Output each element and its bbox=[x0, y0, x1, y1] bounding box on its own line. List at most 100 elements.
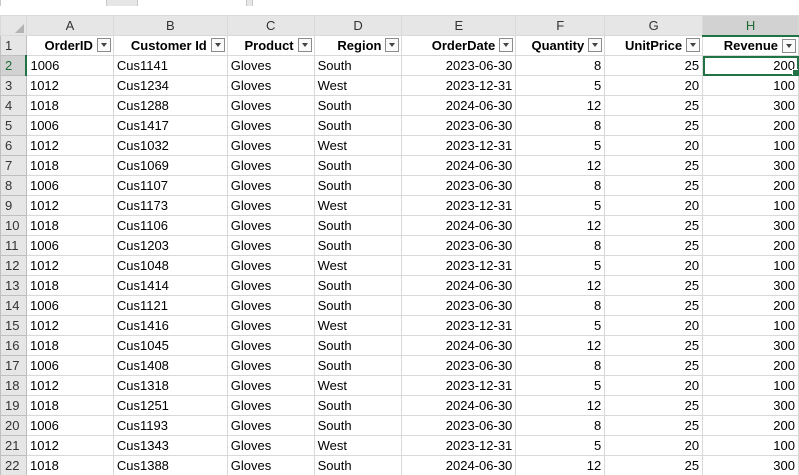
cell-a8[interactable]: 1006 bbox=[25, 175, 114, 196]
cell-b11[interactable]: Cus1203 bbox=[112, 235, 228, 256]
cell-b7[interactable]: Cus1069 bbox=[112, 155, 228, 176]
cell-g10[interactable]: 25 bbox=[604, 215, 704, 236]
cell-g12[interactable]: 20 bbox=[604, 255, 704, 276]
formula-input[interactable] bbox=[252, 0, 799, 6]
cell-e16[interactable]: 2024-06-30 bbox=[401, 335, 517, 356]
cell-f4[interactable]: 12 bbox=[515, 95, 606, 116]
cell-d22[interactable]: South bbox=[313, 455, 403, 475]
cell-e8[interactable]: 2023-06-30 bbox=[401, 175, 517, 196]
row-header[interactable]: 10 bbox=[0, 215, 27, 236]
cell-g18[interactable]: 20 bbox=[604, 375, 704, 396]
cell-b12[interactable]: Cus1048 bbox=[112, 255, 228, 276]
cell-e10[interactable]: 2024-06-30 bbox=[401, 215, 517, 236]
cell-c11[interactable]: Gloves bbox=[226, 235, 315, 256]
cell-b21[interactable]: Cus1343 bbox=[112, 435, 228, 456]
cell-g19[interactable]: 25 bbox=[604, 395, 704, 416]
cell-d20[interactable]: South bbox=[313, 415, 403, 436]
cell-c20[interactable]: Gloves bbox=[226, 415, 315, 436]
cell-b3[interactable]: Cus1234 bbox=[112, 75, 228, 96]
cell-a11[interactable]: 1006 bbox=[25, 235, 114, 256]
cell-e7[interactable]: 2024-06-30 bbox=[401, 155, 517, 176]
cell-h19[interactable]: 300 bbox=[702, 395, 799, 416]
cell-d19[interactable]: South bbox=[313, 395, 403, 416]
cell-a22[interactable]: 1018 bbox=[25, 455, 114, 475]
filter-dropdown-icon[interactable] bbox=[588, 38, 603, 52]
cell-b19[interactable]: Cus1251 bbox=[112, 395, 228, 416]
cell-f12[interactable]: 5 bbox=[515, 255, 606, 276]
cell-c18[interactable]: Gloves bbox=[226, 375, 315, 396]
cell-g9[interactable]: 20 bbox=[604, 195, 704, 216]
cell-h13[interactable]: 300 bbox=[702, 275, 799, 296]
column-header-a[interactable]: A bbox=[25, 15, 114, 36]
cell-f15[interactable]: 5 bbox=[515, 315, 606, 336]
header-cell-quantity[interactable]: Quantity bbox=[515, 35, 606, 56]
cell-g21[interactable]: 20 bbox=[604, 435, 704, 456]
cell-e22[interactable]: 2024-06-30 bbox=[401, 455, 517, 475]
cell-h14[interactable]: 200 bbox=[702, 295, 799, 316]
cell-c2[interactable]: Gloves bbox=[226, 55, 315, 76]
cell-e20[interactable]: 2023-06-30 bbox=[401, 415, 517, 436]
row-header[interactable]: 12 bbox=[0, 255, 27, 276]
row-header[interactable]: 5 bbox=[0, 115, 27, 136]
cell-h3[interactable]: 100 bbox=[702, 75, 799, 96]
cell-g2[interactable]: 25 bbox=[604, 55, 704, 76]
cell-b20[interactable]: Cus1193 bbox=[112, 415, 228, 436]
cell-d8[interactable]: South bbox=[313, 175, 403, 196]
cell-g22[interactable]: 25 bbox=[604, 455, 704, 475]
cell-g11[interactable]: 25 bbox=[604, 235, 704, 256]
cell-h11[interactable]: 200 bbox=[702, 235, 799, 256]
cell-d10[interactable]: South bbox=[313, 215, 403, 236]
cell-h7[interactable]: 300 bbox=[702, 155, 799, 176]
cell-c7[interactable]: Gloves bbox=[226, 155, 315, 176]
column-header-e[interactable]: E bbox=[401, 15, 517, 36]
row-header[interactable]: 13 bbox=[0, 275, 27, 296]
header-cell-revenue[interactable]: Revenue bbox=[702, 35, 799, 56]
cell-h5[interactable]: 200 bbox=[702, 115, 799, 136]
cell-b6[interactable]: Cus1032 bbox=[112, 135, 228, 156]
filter-dropdown-icon[interactable] bbox=[782, 38, 796, 53]
cell-e2[interactable]: 2023-06-30 bbox=[401, 55, 517, 76]
cell-d7[interactable]: South bbox=[313, 155, 403, 176]
cell-d13[interactable]: South bbox=[313, 275, 403, 296]
cell-c9[interactable]: Gloves bbox=[226, 195, 315, 216]
cell-a5[interactable]: 1006 bbox=[25, 115, 114, 136]
cell-f17[interactable]: 8 bbox=[515, 355, 606, 376]
row-header[interactable]: 8 bbox=[0, 175, 27, 196]
cell-d5[interactable]: South bbox=[313, 115, 403, 136]
row-header[interactable]: 6 bbox=[0, 135, 27, 156]
filter-dropdown-icon[interactable] bbox=[686, 38, 701, 52]
cell-e12[interactable]: 2023-12-31 bbox=[401, 255, 517, 276]
cell-d4[interactable]: South bbox=[313, 95, 403, 116]
row-header[interactable]: 14 bbox=[0, 295, 27, 316]
cell-b18[interactable]: Cus1318 bbox=[112, 375, 228, 396]
cell-g13[interactable]: 25 bbox=[604, 275, 704, 296]
cell-f9[interactable]: 5 bbox=[515, 195, 606, 216]
cell-h20[interactable]: 200 bbox=[702, 415, 799, 436]
cell-a7[interactable]: 1018 bbox=[25, 155, 114, 176]
cell-a19[interactable]: 1018 bbox=[25, 395, 114, 416]
row-header[interactable]: 20 bbox=[0, 415, 27, 436]
cell-e11[interactable]: 2023-06-30 bbox=[401, 235, 517, 256]
row-header[interactable]: 1 bbox=[0, 35, 27, 56]
cell-f13[interactable]: 12 bbox=[515, 275, 606, 296]
cell-c15[interactable]: Gloves bbox=[226, 315, 315, 336]
cell-e17[interactable]: 2023-06-30 bbox=[401, 355, 517, 376]
cell-b15[interactable]: Cus1416 bbox=[112, 315, 228, 336]
cell-d3[interactable]: West bbox=[313, 75, 403, 96]
header-cell-customer-id[interactable]: Customer Id bbox=[112, 35, 228, 56]
cell-e9[interactable]: 2023-12-31 bbox=[401, 195, 517, 216]
cell-a10[interactable]: 1018 bbox=[25, 215, 114, 236]
row-header[interactable]: 19 bbox=[0, 395, 27, 416]
column-header-b[interactable]: B bbox=[112, 15, 228, 36]
cell-f8[interactable]: 8 bbox=[515, 175, 606, 196]
cell-c19[interactable]: Gloves bbox=[226, 395, 315, 416]
cell-a16[interactable]: 1018 bbox=[25, 335, 114, 356]
cell-g15[interactable]: 20 bbox=[604, 315, 704, 336]
cell-b13[interactable]: Cus1414 bbox=[112, 275, 228, 296]
cell-b2[interactable]: Cus1141 bbox=[112, 55, 228, 76]
select-all-button[interactable] bbox=[0, 15, 27, 36]
row-header[interactable]: 17 bbox=[0, 355, 27, 376]
cell-f20[interactable]: 8 bbox=[515, 415, 606, 436]
cell-f3[interactable]: 5 bbox=[515, 75, 606, 96]
cell-f7[interactable]: 12 bbox=[515, 155, 606, 176]
